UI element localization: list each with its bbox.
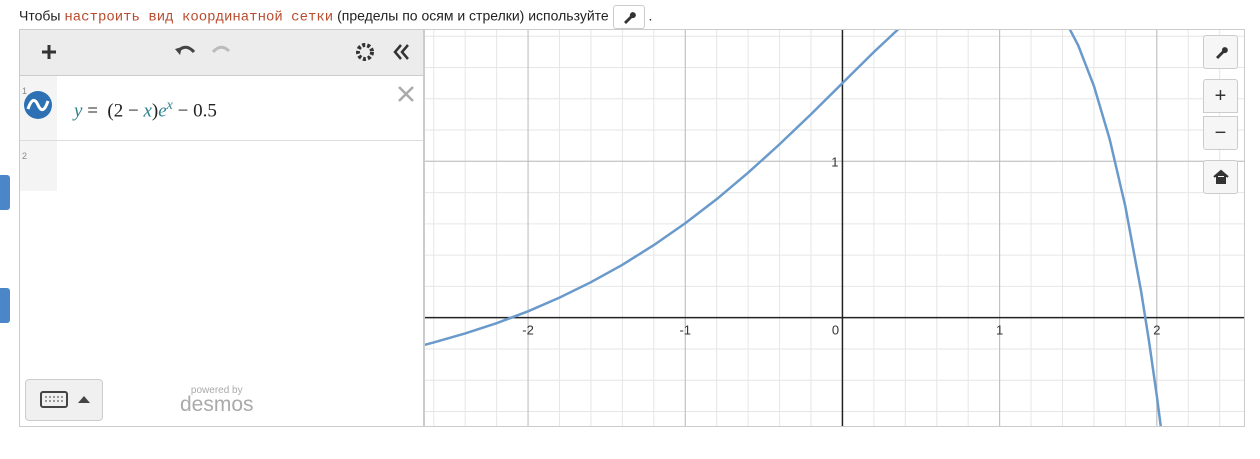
toolbar-icons — [42, 43, 409, 61]
expr-base: e — [158, 100, 167, 122]
graph-settings-button[interactable] — [1203, 35, 1238, 69]
x-tick-label: 0 — [832, 323, 839, 338]
header: Чтобы настроить вид координатной сетки (… — [19, 5, 652, 29]
expr-lhs: y — [74, 100, 83, 122]
brand-name: desmos — [180, 393, 254, 416]
expression-row[interactable]: 2 — [20, 141, 423, 205]
expr-var: x — [143, 100, 152, 122]
keyboard-button[interactable] — [25, 379, 103, 421]
redo-button[interactable] — [211, 45, 231, 54]
header-tail: (пределы по осям и стрелки) используйте — [337, 7, 609, 24]
y-tick-label: 1 — [831, 154, 838, 169]
x-tick-label: 2 — [1153, 323, 1160, 338]
expr-exp: x — [166, 98, 173, 113]
expression-panel: 1 y = (2 − x)ex − 0.5 2 powered by desmo… — [19, 29, 424, 427]
curve — [424, 29, 1163, 427]
add-button[interactable] — [42, 45, 56, 59]
expr-const: 0.5 — [193, 100, 217, 122]
zoom-out-button[interactable]: − — [1203, 116, 1238, 150]
expr-op: − — [127, 100, 139, 122]
row-gutter — [20, 141, 57, 191]
branding: powered by desmos — [180, 385, 254, 416]
expression-row[interactable]: 1 y = (2 − x)ex − 0.5 — [20, 76, 423, 141]
side-tab — [0, 288, 10, 323]
expr-paren: ) — [151, 100, 159, 122]
expr-paren: ( — [107, 100, 114, 122]
graph-border — [424, 29, 1245, 427]
home-button[interactable] — [1203, 160, 1238, 194]
collapse-button[interactable] — [393, 44, 409, 60]
undo-arrow — [175, 47, 182, 55]
x-tick-label: -1 — [679, 323, 691, 338]
toolbar — [20, 30, 423, 76]
header-link[interactable]: настроить вид координатной сетки — [64, 9, 334, 26]
wrench-icon — [612, 5, 645, 29]
row-number: 2 — [22, 151, 28, 161]
row-number: 1 — [22, 86, 28, 96]
expr-op: − — [177, 100, 189, 122]
x-tick-label: -2 — [522, 323, 534, 338]
expr-eq: = — [87, 100, 98, 122]
header-end: . — [648, 7, 653, 24]
zoom-in-button[interactable]: + — [1203, 79, 1238, 113]
graph-icon — [24, 91, 52, 119]
graph[interactable]: -2 -1 0 1 2 1 — [424, 29, 1245, 427]
side-tab — [0, 175, 10, 210]
powered-by: powered by — [190, 385, 243, 396]
settings-button[interactable] — [356, 43, 374, 61]
delete-button[interactable] — [396, 84, 416, 104]
expression[interactable]: y = (2 − x)ex − 0.5 — [74, 98, 217, 122]
header-lead: Чтобы — [19, 7, 61, 24]
x-tick-label: 1 — [996, 323, 1003, 338]
expr-num: 2 — [113, 100, 124, 122]
